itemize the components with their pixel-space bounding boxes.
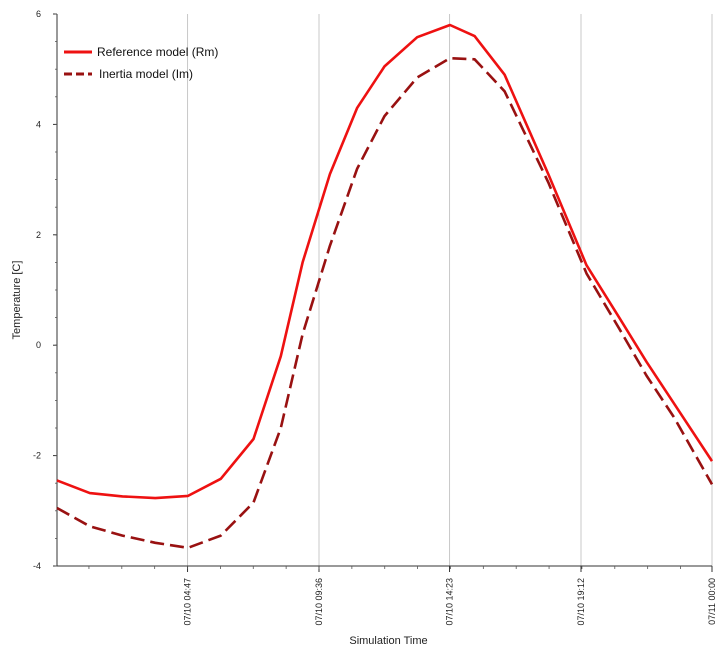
y-tick-label: 6 (36, 9, 41, 19)
series-line-reference (56, 23, 714, 500)
x-tick-label: 07/11 00:00 (707, 578, 717, 625)
legend-label-inertia: Inertia model (Im) (99, 67, 193, 81)
vertical-gridlines (187, 14, 713, 566)
y-tick-label: 0 (36, 340, 41, 350)
x-tick-label: 07/10 19:12 (576, 578, 586, 626)
x-tick-label: 07/10 09:36 (314, 578, 324, 626)
y-axis-title: Temperature [C] (11, 261, 23, 340)
legend-label-reference: Reference model (Rm) (97, 45, 218, 59)
x-axis-ticks: 07/10 04:47 07/10 09:36 07/10 14:23 07/10 1… (88, 566, 717, 626)
x-tick-label: 07/10 04:47 (183, 578, 193, 626)
y-tick-label: -2 (33, 451, 41, 461)
y-tick-label: -4 (33, 561, 41, 571)
y-tick-label: 4 (36, 119, 41, 129)
x-tick-label: 07/10 14:23 (445, 578, 455, 626)
legend: Reference model (Rm) Inertia model (Im) (64, 45, 218, 81)
y-tick-label: 2 (36, 230, 41, 240)
x-axis-title: Simulation Time (349, 635, 427, 647)
series-lines (56, 23, 714, 550)
series-line-inertia (56, 56, 714, 550)
y-axis-ticks: -4 -2 0 2 4 6 (33, 9, 57, 571)
axes (56, 14, 712, 567)
